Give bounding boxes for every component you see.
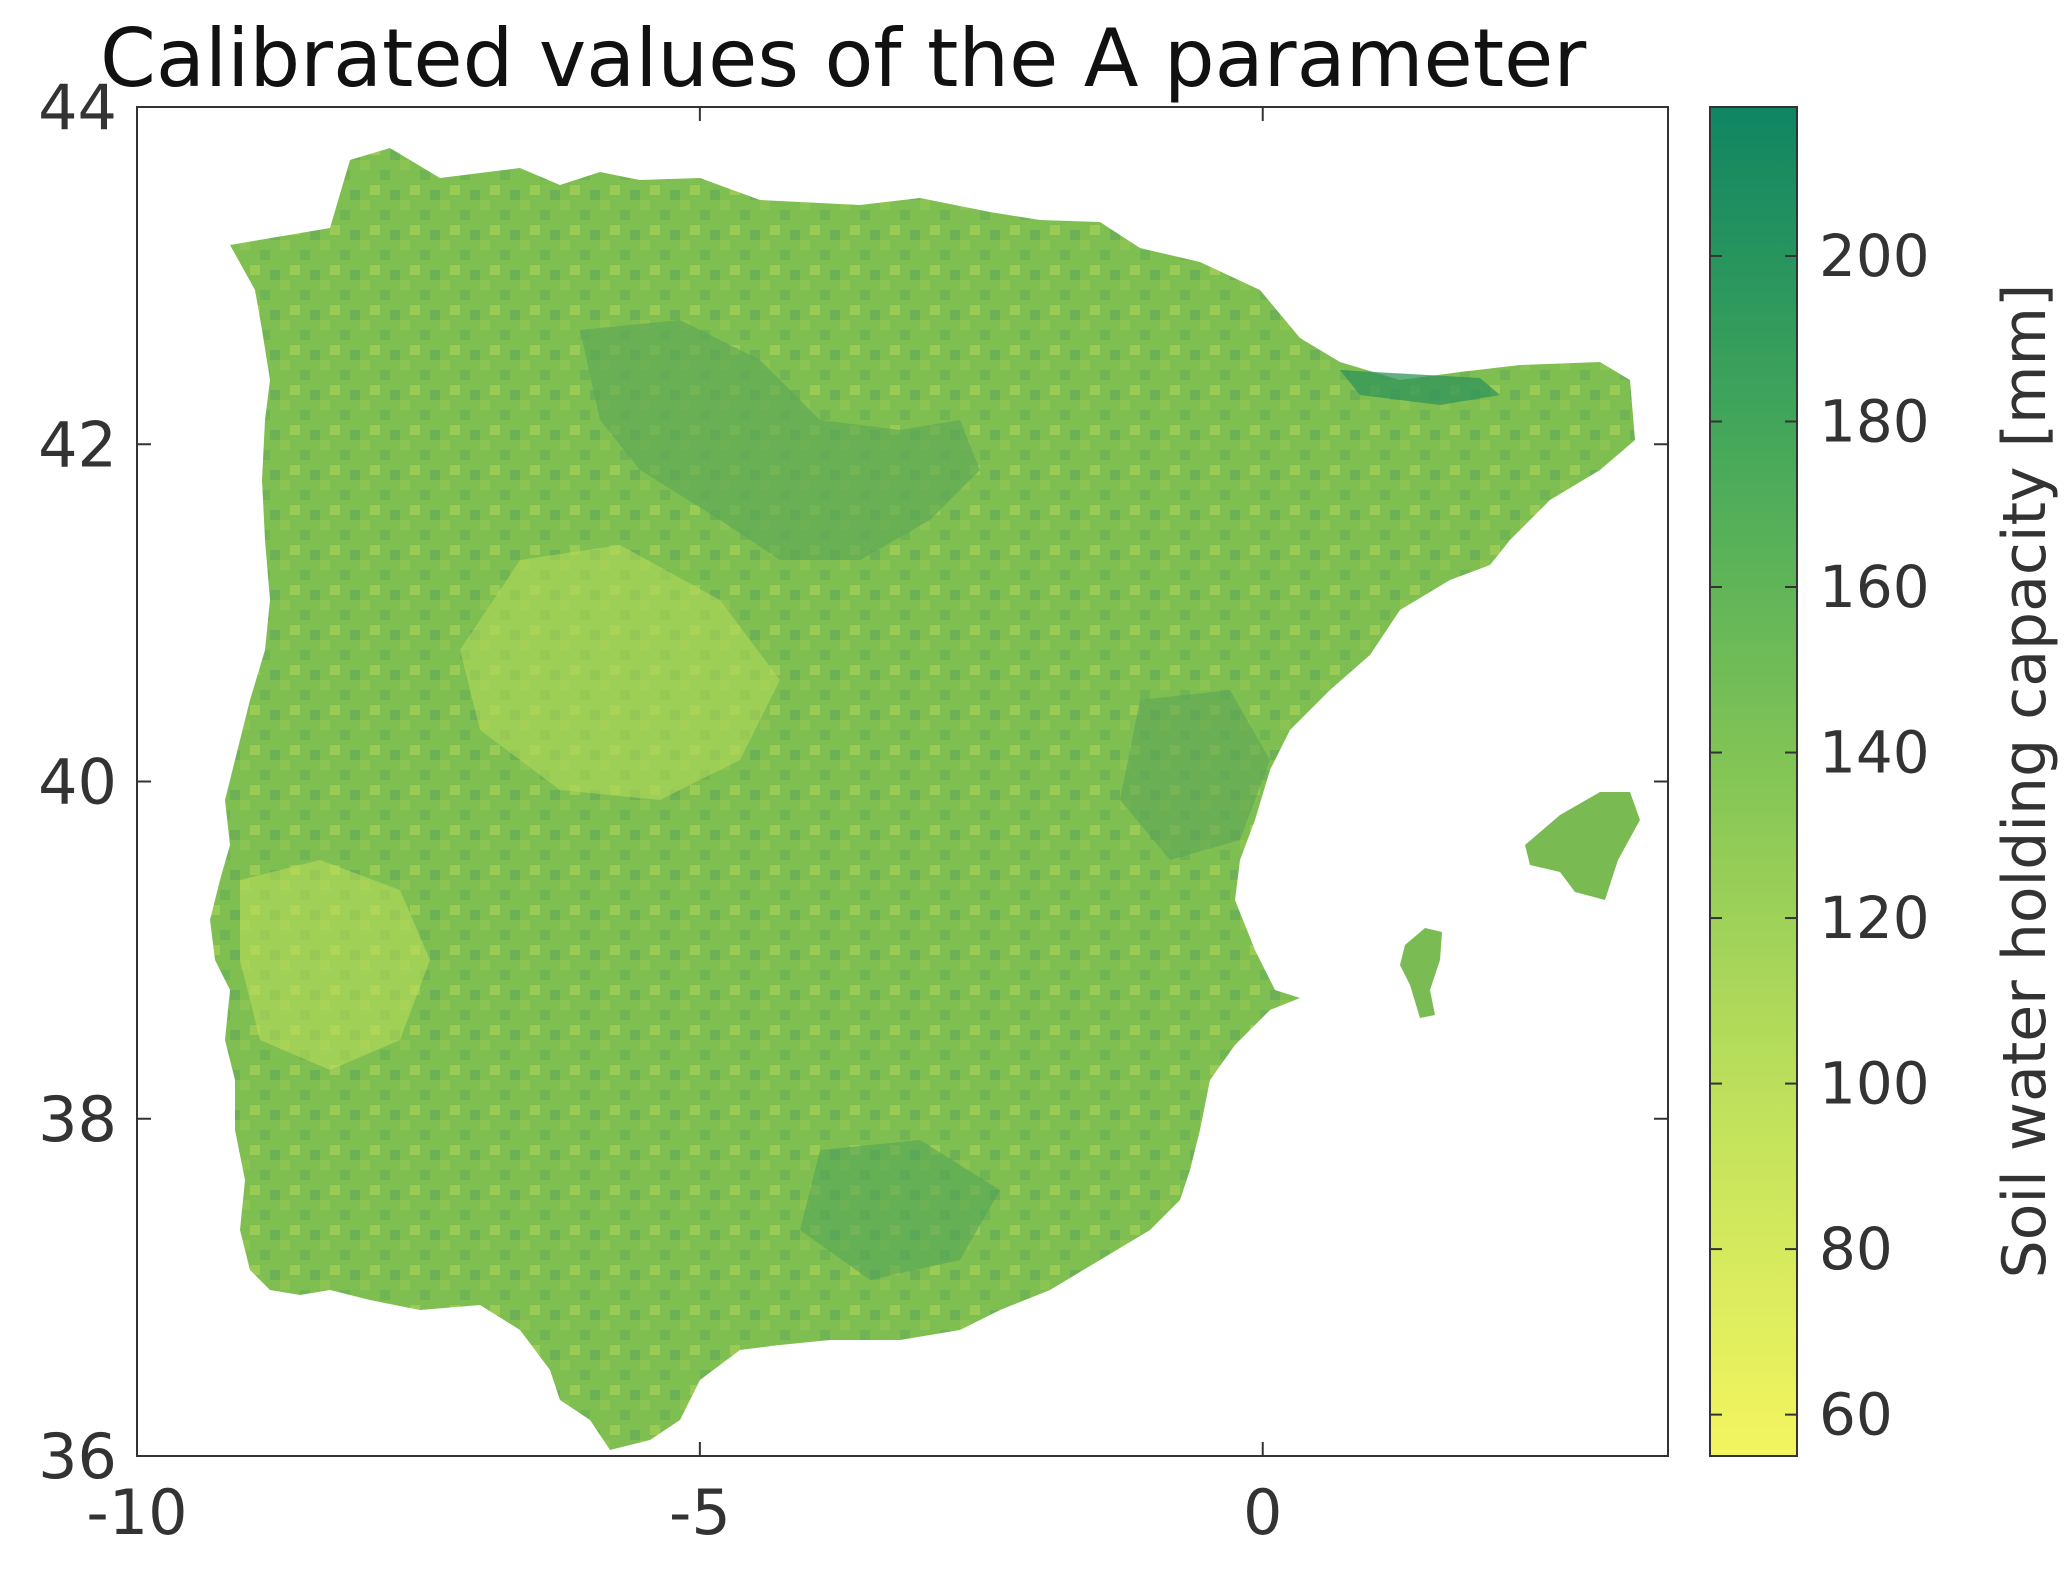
x-tick-label: -5 bbox=[669, 1476, 731, 1549]
colorbar-ticks: 200 180 160 140 120 100 80 60 bbox=[1710, 222, 1930, 1449]
y-tick-label: 36 bbox=[38, 1420, 117, 1493]
y-axis: 44 42 40 38 36 bbox=[38, 71, 1668, 1493]
chart-title: Calibrated values of the A parameter bbox=[100, 12, 1587, 105]
light-patch-center bbox=[460, 545, 780, 800]
dark-patch-pyrenees bbox=[1340, 370, 1500, 405]
colorbar-tick-label: 120 bbox=[1819, 884, 1930, 952]
colorbar bbox=[1709, 106, 1798, 1457]
x-axis: -10 -5 0 bbox=[86, 107, 1282, 1549]
colorbar-tick-label: 60 bbox=[1819, 1381, 1893, 1449]
light-patch-southwest bbox=[240, 860, 430, 1070]
x-tick-label: 0 bbox=[1243, 1476, 1282, 1549]
y-tick-label: 40 bbox=[38, 746, 117, 819]
colorbar-tick-label: 140 bbox=[1819, 719, 1930, 787]
colorbar-label: Soil water holding capacity [mm] bbox=[1990, 284, 2060, 1279]
dark-patch-north bbox=[580, 320, 980, 560]
dark-patch-east bbox=[1120, 690, 1270, 860]
colorbar-tick-label: 80 bbox=[1819, 1215, 1893, 1283]
y-tick-label: 42 bbox=[38, 408, 117, 481]
ibiza-island bbox=[1400, 928, 1442, 1018]
iberian-peninsula bbox=[210, 148, 1635, 1450]
colorbar-tick-label: 160 bbox=[1819, 553, 1930, 621]
x-tick-label: -10 bbox=[86, 1476, 187, 1549]
mallorca-island bbox=[1525, 792, 1640, 900]
colorbar-tick-label: 200 bbox=[1819, 222, 1930, 290]
colorbar-tick-label: 100 bbox=[1819, 1050, 1930, 1118]
y-tick-label: 38 bbox=[38, 1083, 117, 1156]
dark-patch-south bbox=[800, 1140, 1000, 1280]
y-tick-label: 44 bbox=[38, 71, 117, 144]
colorbar-tick-label: 180 bbox=[1819, 387, 1930, 455]
